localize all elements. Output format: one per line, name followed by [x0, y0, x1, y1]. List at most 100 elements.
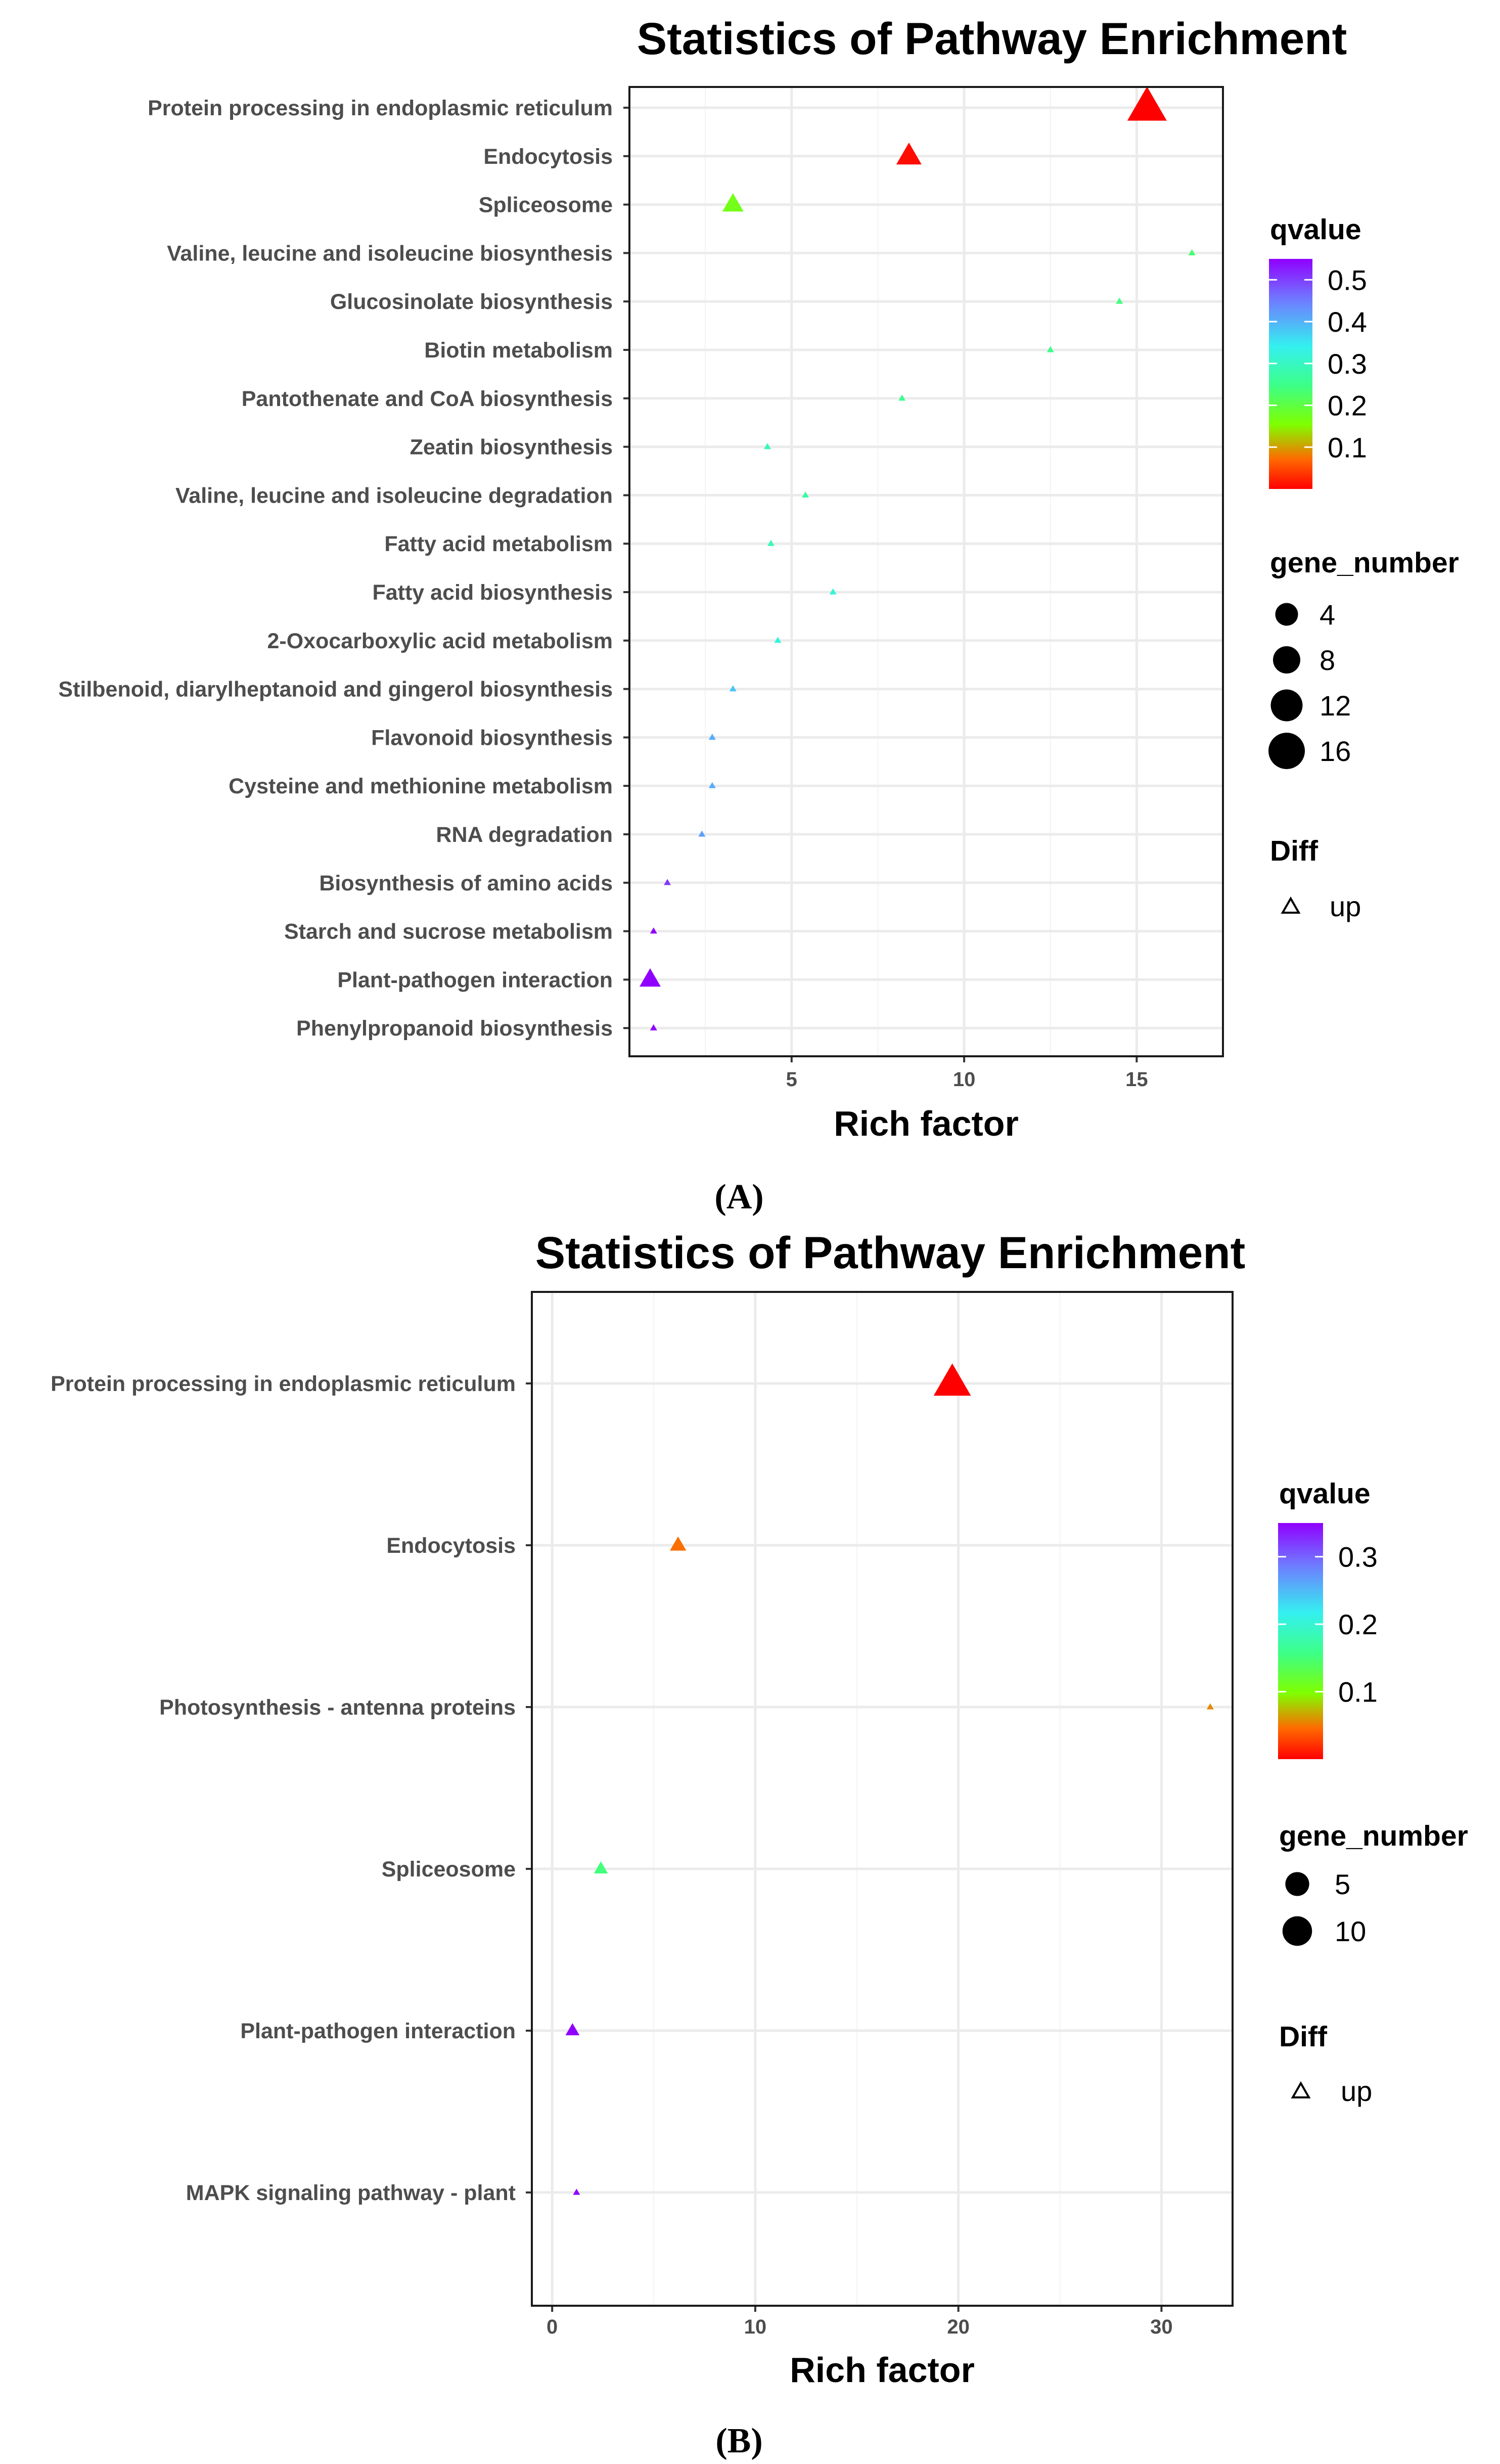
- color-bar: [1269, 259, 1312, 489]
- category-label: 2-Oxocarboxylic acid metabolism: [267, 629, 613, 653]
- data-point-triangle: [896, 142, 922, 165]
- category-label: MAPK signaling pathway - plant: [186, 2181, 516, 2205]
- color-bar-label: 0.2: [1338, 1608, 1378, 1640]
- y-axis-labels: Protein processing in endoplasmic reticu…: [58, 96, 629, 1041]
- data-points: [565, 1363, 1214, 2195]
- size-legend-dot: [1285, 1872, 1309, 1896]
- category-label: Fatty acid metabolism: [384, 532, 613, 556]
- data-point-triangle: [670, 1536, 687, 1551]
- panel-b: Statistics of Pathway Enrichment Protein…: [51, 1227, 1468, 2460]
- legend: qvalue 0.30.20.1 gene_number 510 Diff up: [1278, 1477, 1468, 2107]
- category-label: Phenylpropanoid biosynthesis: [296, 1016, 613, 1041]
- color-bar-label: 0.4: [1328, 306, 1367, 338]
- legend-size-title: gene_number: [1279, 1820, 1468, 1852]
- size-legend-dot: [1275, 603, 1298, 626]
- data-points: [639, 86, 1196, 1031]
- color-bar-label: 0.2: [1328, 390, 1367, 422]
- category-label: Endocytosis: [483, 145, 613, 169]
- data-point-triangle: [1116, 297, 1123, 304]
- chart-title: Statistics of Pathway Enrichment: [535, 1227, 1246, 1278]
- x-axis-ticks: 5 10 15: [786, 1056, 1148, 1091]
- category-label: Plant-pathogen interaction: [240, 2019, 516, 2043]
- size-legend-dot: [1268, 733, 1305, 769]
- x-axis-label: Rich factor: [834, 1104, 1019, 1143]
- legend-shape-title: Diff: [1270, 835, 1319, 867]
- size-legend-label: 12: [1320, 690, 1351, 722]
- y-axis-labels: Protein processing in endoplasmic reticu…: [51, 1372, 532, 2205]
- data-point-triangle: [898, 394, 906, 401]
- category-label: Biosynthesis of amino acids: [319, 871, 613, 895]
- size-legend-label: 8: [1320, 644, 1335, 676]
- category-label: Valine, leucine and isoleucine biosynthe…: [167, 241, 613, 265]
- data-point-triangle: [1188, 249, 1196, 256]
- data-point-triangle: [708, 782, 716, 788]
- x-tick-label: 30: [1150, 2316, 1173, 2338]
- data-point-triangle: [829, 588, 837, 595]
- color-bar-ticks: 0.3 0.2 0.1: [1278, 1541, 1378, 1708]
- data-point-triangle: [1206, 1703, 1214, 1710]
- data-point-triangle: [933, 1363, 971, 1396]
- data-point-triangle: [573, 2188, 580, 2195]
- size-legend-label: 4: [1320, 599, 1335, 631]
- category-label: Valine, leucine and isoleucine degradati…: [175, 483, 613, 508]
- category-label: Starch and sucrose metabolism: [284, 920, 613, 944]
- color-bar-label: 0.1: [1338, 1676, 1378, 1708]
- data-point-triangle: [764, 443, 771, 450]
- size-legend-dot: [1273, 646, 1300, 674]
- data-point-triangle: [802, 491, 809, 498]
- data-point-triangle: [650, 1024, 657, 1031]
- size-legend-dot: [1282, 1916, 1312, 1946]
- data-point-triangle: [729, 685, 737, 692]
- grid: [532, 1292, 1233, 2306]
- size-legend-dot: [1270, 689, 1303, 722]
- category-label: Plant-pathogen interaction: [337, 968, 613, 992]
- data-point-triangle: [767, 540, 775, 546]
- grid: [629, 87, 1223, 1056]
- category-label: Flavonoid biosynthesis: [371, 726, 613, 750]
- category-label: Cysteine and methionine metabolism: [229, 774, 613, 798]
- legend-shape-label: up: [1341, 2075, 1372, 2107]
- x-axis-ticks: 0 10 20 30: [547, 2306, 1173, 2338]
- data-point-triangle: [565, 2023, 580, 2036]
- data-point-triangle: [1127, 86, 1167, 121]
- size-legend: 510: [1282, 1868, 1366, 1947]
- x-tick-label: 10: [953, 1068, 976, 1091]
- color-bar-label: 0.1: [1328, 431, 1367, 463]
- data-point-triangle: [594, 1861, 608, 1874]
- triangle-icon: [1281, 896, 1301, 914]
- chart-title: Statistics of Pathway Enrichment: [637, 13, 1347, 64]
- category-label: Fatty acid biosynthesis: [372, 580, 613, 605]
- panel-border: [531, 1291, 1234, 2307]
- triangle-icon: [1291, 2081, 1311, 2098]
- x-tick-label: 0: [547, 2316, 558, 2338]
- data-point-triangle: [650, 927, 657, 934]
- size-legend-label: 16: [1320, 735, 1351, 767]
- color-bar-ticks: 0.5 0.4 0.3 0.2 0.1: [1269, 264, 1367, 463]
- category-label: Photosynthesis - antenna proteins: [159, 1695, 516, 1720]
- size-legend-label: 10: [1335, 1915, 1366, 1947]
- category-label: RNA degradation: [436, 823, 613, 847]
- data-point-triangle: [639, 968, 661, 987]
- data-point-triangle: [664, 879, 671, 885]
- category-label: Protein processing in endoplasmic reticu…: [148, 96, 613, 120]
- size-legend: 4 8 12 16: [1268, 599, 1351, 769]
- category-label: Spliceosome: [479, 193, 613, 217]
- panel-label: (A): [714, 1178, 763, 1217]
- data-point-triangle: [708, 733, 716, 740]
- category-label: Pantothenate and CoA biosynthesis: [242, 387, 613, 411]
- legend-size-title: gene_number: [1270, 547, 1459, 579]
- legend: qvalue 0.5 0.4 0.3 0.2 0.1 gene_number 4 8 12 1…: [1268, 213, 1459, 922]
- size-legend-label: 5: [1335, 1868, 1350, 1900]
- panel-label: (B): [715, 2422, 762, 2460]
- data-point-triangle: [774, 637, 782, 643]
- legend-shape-label: up: [1330, 890, 1361, 922]
- category-label: Endocytosis: [386, 1534, 516, 1558]
- data-point-triangle: [722, 193, 744, 212]
- category-label: Biotin metabolism: [424, 338, 613, 363]
- x-tick-label: 5: [786, 1068, 797, 1091]
- data-point-triangle: [698, 830, 706, 837]
- panel-a: Statistics of Pathway Enrichment Protein…: [58, 13, 1459, 1217]
- category-label: Zeatin biosynthesis: [410, 435, 613, 460]
- x-tick-label: 20: [947, 2316, 970, 2338]
